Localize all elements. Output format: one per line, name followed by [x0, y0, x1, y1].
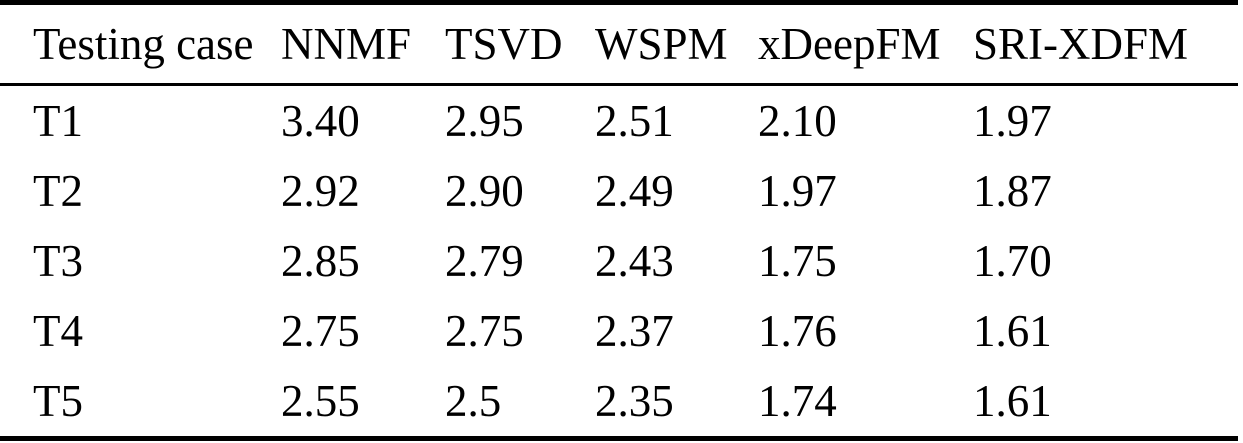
row-label: T1	[33, 95, 83, 146]
table-cell: 2.92	[281, 165, 360, 216]
table-row-t2: T2 2.92 2.90 2.49 1.97 1.87	[0, 156, 1243, 226]
table-cell: 1.70	[973, 235, 1052, 286]
column-header-wspm: WSPM	[595, 18, 728, 69]
table-cell: 1.87	[973, 165, 1052, 216]
row-label: T4	[33, 305, 83, 356]
table-cell: 2.43	[595, 235, 674, 286]
row-label: T3	[33, 235, 83, 286]
table-cell: 1.97	[758, 165, 837, 216]
row-label: T5	[33, 375, 83, 426]
table-row-t5: T5 2.55 2.5 2.35 1.74 1.61	[0, 366, 1243, 436]
table-header-row: Testing case NNMF TSVD WSPM xDeepFM SRI-…	[0, 5, 1243, 83]
table-cell: 2.10	[758, 95, 837, 146]
table-cell: 2.75	[445, 305, 524, 356]
table-cell: 2.55	[281, 375, 360, 426]
column-header-sri-xdfm: SRI-XDFM	[973, 18, 1189, 69]
table-cell: 1.97	[973, 95, 1052, 146]
table-cell: 2.85	[281, 235, 360, 286]
column-header-nnmf: NNMF	[281, 18, 412, 69]
column-header-xdeepfm: xDeepFM	[758, 18, 941, 69]
column-header-testing-case: Testing case	[33, 18, 254, 69]
table-cell: 1.61	[973, 375, 1052, 426]
table-cell: 2.51	[595, 95, 674, 146]
table-top-rule	[0, 0, 1238, 5]
table-cell: 2.75	[281, 305, 360, 356]
column-header-tsvd: TSVD	[445, 18, 563, 69]
table-row-t4: T4 2.75 2.75 2.37 1.76 1.61	[0, 296, 1243, 366]
table-cell: 2.79	[445, 235, 524, 286]
table-cell: 2.90	[445, 165, 524, 216]
table-cell: 2.35	[595, 375, 674, 426]
table-cell: 2.37	[595, 305, 674, 356]
table-bottom-rule	[0, 436, 1238, 441]
table-row-t3: T3 2.85 2.79 2.43 1.75 1.70	[0, 226, 1243, 296]
table-cell: 1.74	[758, 375, 837, 426]
table-header-rule	[0, 83, 1238, 86]
table-cell: 2.5	[445, 375, 502, 426]
table-cell: 2.49	[595, 165, 674, 216]
table-cell: 1.76	[758, 305, 837, 356]
table-cell: 2.95	[445, 95, 524, 146]
table-cell: 3.40	[281, 95, 360, 146]
table-cell: 1.61	[973, 305, 1052, 356]
table-row-t1: T1 3.40 2.95 2.51 2.10 1.97	[0, 86, 1243, 156]
table-cell: 1.75	[758, 235, 837, 286]
row-label: T2	[33, 165, 83, 216]
